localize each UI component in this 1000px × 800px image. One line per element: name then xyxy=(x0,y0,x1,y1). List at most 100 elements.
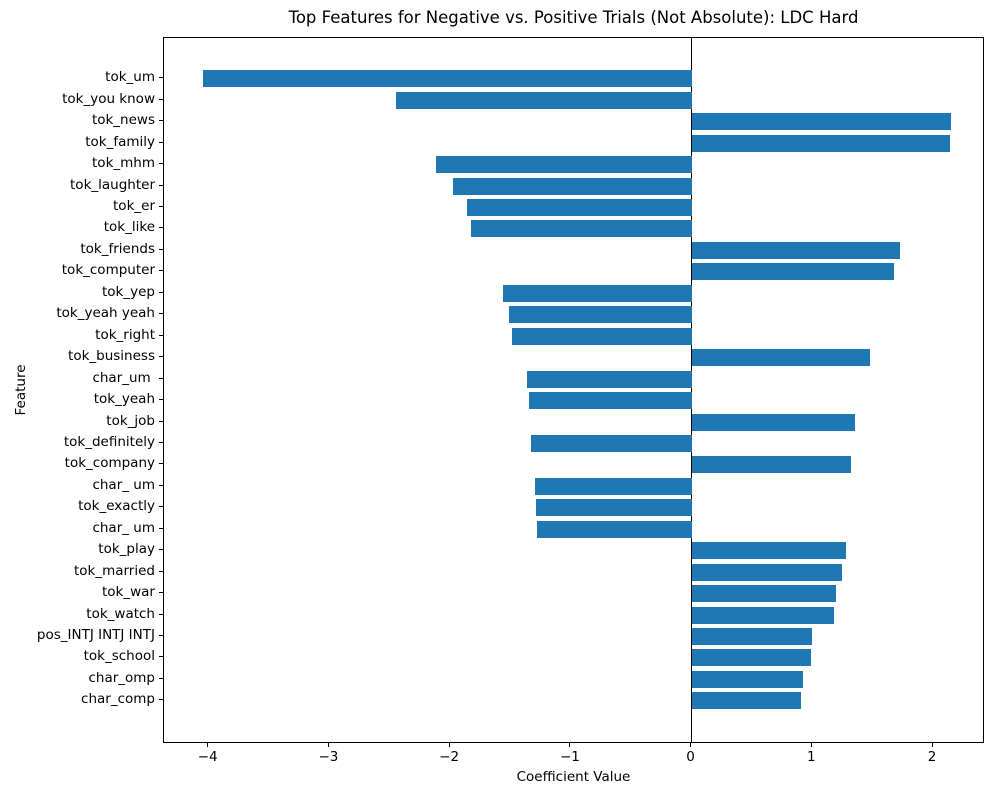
y-tick-mark xyxy=(159,313,163,315)
bar xyxy=(470,220,692,238)
y-tick-label: tok_mhm xyxy=(92,155,155,172)
x-tick-label: 2 xyxy=(927,749,937,765)
y-tick-mark xyxy=(159,141,163,143)
y-tick-label: tok_yep xyxy=(102,283,155,300)
x-tick-mark xyxy=(448,743,450,747)
bar xyxy=(691,670,803,688)
bar xyxy=(691,263,895,281)
y-tick-mark xyxy=(159,677,163,679)
y-tick-mark xyxy=(159,635,163,636)
bar xyxy=(511,327,692,345)
y-tick-label: tok_laughter xyxy=(70,176,155,193)
x-axis-label: Coefficient Value xyxy=(516,769,631,785)
x-tick-label: −3 xyxy=(318,749,339,765)
y-tick-label: pos_INTJ INTJ INTJ xyxy=(36,627,155,643)
y-tick-mark xyxy=(159,270,163,272)
y-tick-mark xyxy=(159,592,163,594)
x-tick-label: −1 xyxy=(559,749,580,765)
y-tick-label: tok_play xyxy=(98,541,155,558)
y-tick-mark xyxy=(159,527,163,529)
y-tick-label: char_um xyxy=(92,369,155,386)
y-tick-label: tok_um xyxy=(105,69,155,86)
y-tick-label: tok_yeah yeah xyxy=(56,305,155,322)
y-tick-label: char_omp xyxy=(88,669,155,686)
bar xyxy=(691,134,950,152)
y-tick-label: tok_family xyxy=(85,133,155,150)
x-tick-mark xyxy=(690,743,692,747)
bar xyxy=(452,177,692,195)
y-tick-mark xyxy=(159,549,163,551)
y-tick-mark xyxy=(159,163,163,165)
bar xyxy=(691,456,851,474)
x-tick-mark xyxy=(931,743,933,747)
y-tick-mark xyxy=(159,463,163,465)
y-tick-label: char_ um xyxy=(92,476,155,493)
y-tick-label: tok_computer xyxy=(61,262,155,279)
y-tick-label: tok_definitely xyxy=(63,433,155,450)
bar xyxy=(535,499,692,517)
y-tick-label: tok_exactly xyxy=(78,498,155,515)
bar xyxy=(691,563,843,581)
y-tick-label: tok_you know xyxy=(62,90,155,107)
y-tick-mark xyxy=(159,699,163,701)
bar xyxy=(395,91,692,109)
y-tick-label: tok_yeah xyxy=(93,391,155,408)
y-tick-mark xyxy=(159,570,163,572)
y-tick-label: tok_job xyxy=(106,412,155,429)
bar xyxy=(503,284,692,302)
x-tick-mark xyxy=(327,743,329,747)
x-tick-label: −2 xyxy=(439,749,460,765)
chart-title: Top Features for Negative vs. Positive T… xyxy=(288,8,859,27)
bar xyxy=(691,113,952,131)
bar xyxy=(528,392,692,410)
y-tick-mark xyxy=(159,484,163,486)
bar xyxy=(527,370,692,388)
y-tick-mark xyxy=(159,227,163,229)
y-tick-label: tok_watch xyxy=(86,605,155,622)
y-tick-mark xyxy=(159,399,163,401)
y-tick-label: tok_er xyxy=(113,198,155,214)
x-tick-mark xyxy=(569,743,571,747)
y-tick-label: char_ um xyxy=(92,519,155,536)
y-tick-mark xyxy=(159,377,163,379)
y-tick-label: tok_school xyxy=(83,648,155,665)
bar xyxy=(537,520,692,538)
bar xyxy=(691,692,802,710)
y-tick-label: tok_war xyxy=(102,584,155,601)
y-tick-label: tok_married xyxy=(73,562,155,579)
y-tick-mark xyxy=(159,441,163,443)
plot-area xyxy=(163,37,984,743)
zero-line xyxy=(691,38,693,742)
bar xyxy=(691,349,871,367)
y-tick-mark xyxy=(159,420,163,422)
y-tick-mark xyxy=(159,77,163,79)
y-tick-mark xyxy=(159,356,163,358)
bar xyxy=(691,628,813,645)
y-tick-label: char_comp xyxy=(81,691,155,708)
bar xyxy=(691,241,901,259)
y-tick-mark xyxy=(159,291,163,293)
y-tick-label: tok_company xyxy=(64,455,155,472)
y-tick-mark xyxy=(159,334,163,336)
y-tick-mark xyxy=(159,656,163,658)
y-tick-mark xyxy=(159,506,163,508)
x-tick-label: 1 xyxy=(807,749,816,765)
y-tick-mark xyxy=(159,613,163,615)
y-tick-mark xyxy=(159,98,163,100)
bar xyxy=(691,606,835,624)
y-tick-label: tok_friends xyxy=(80,240,155,257)
x-tick-label: 0 xyxy=(686,749,695,765)
bar xyxy=(691,413,855,431)
x-tick-label: −4 xyxy=(197,749,218,765)
bar xyxy=(509,306,692,324)
y-tick-mark xyxy=(159,206,163,207)
y-tick-label: tok_news xyxy=(91,112,155,129)
y-tick-mark xyxy=(159,120,163,122)
bar xyxy=(691,542,847,560)
y-tick-mark xyxy=(159,248,163,250)
bar xyxy=(467,199,692,216)
bar xyxy=(691,585,837,603)
y-tick-label: tok_right xyxy=(95,326,155,343)
bar xyxy=(534,477,692,495)
